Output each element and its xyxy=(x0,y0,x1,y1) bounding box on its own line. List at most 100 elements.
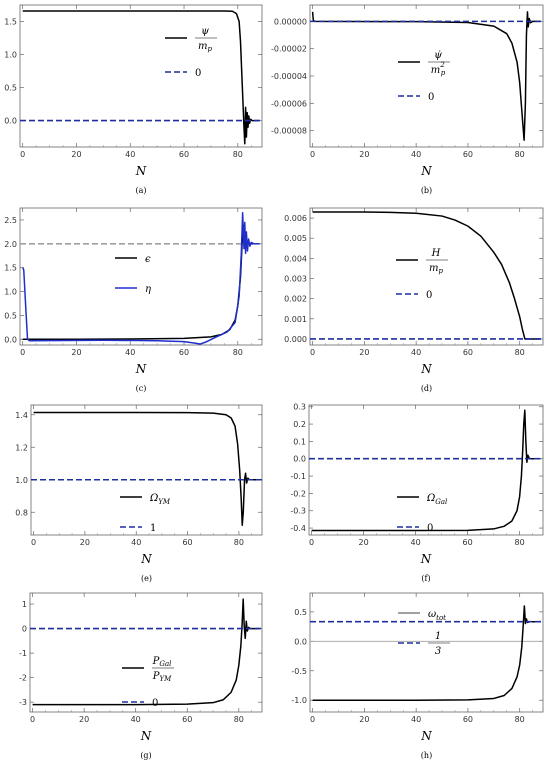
plot-frame xyxy=(309,592,544,713)
x-tick-label: 80 xyxy=(515,348,525,357)
y-tick-label: 0.001 xyxy=(284,315,307,324)
plot-frame xyxy=(309,207,544,346)
legend-label: 0 xyxy=(427,523,433,534)
legend-label: η xyxy=(145,284,151,295)
y-tick-label: 0.3 xyxy=(293,403,306,412)
panel-caption: (e) xyxy=(141,574,152,583)
x-axis-label: N xyxy=(135,164,147,178)
legend-entry: ϵ xyxy=(115,254,151,265)
y-tick-label: 0.5 xyxy=(4,311,17,320)
y-tick-label: -0.3 xyxy=(290,507,306,516)
y-tick-label: 0.0 xyxy=(294,637,307,646)
legend-label: ϵ xyxy=(145,254,151,265)
legend-label-sub: Gal xyxy=(435,498,447,506)
panel-g: 0 20 40 60 80 -3 -2 -1 0 1 N (g) PGal PYM 0 xyxy=(19,592,263,760)
legend-denominator-sub: YM xyxy=(159,675,172,683)
x-tick-label: 60 xyxy=(179,348,189,357)
plot-frame xyxy=(19,207,263,346)
y-tick-label: 1.5 xyxy=(4,18,17,27)
series-line-2 xyxy=(22,223,260,341)
x-axis-label: N xyxy=(420,164,432,178)
x-tick-label: 40 xyxy=(411,348,421,357)
x-tick-label: 20 xyxy=(71,150,81,159)
panel-caption: (f) xyxy=(421,574,430,583)
legend-entry: ψ̇m2 p xyxy=(398,50,450,77)
legend-denominator: 3 xyxy=(435,646,441,657)
legend-entry: ωtot xyxy=(398,609,446,622)
panel-caption: (d) xyxy=(421,384,432,393)
y-tick-label: -0.00006 xyxy=(271,99,307,108)
legend-denominator: mp xyxy=(198,41,212,53)
legend-denominator-sup: 2 xyxy=(439,61,445,69)
y-tick-label: 0.003 xyxy=(284,275,307,284)
x-tick-label: 20 xyxy=(359,348,369,357)
panel-caption: (c) xyxy=(136,384,147,393)
x-tick-label: 80 xyxy=(234,538,244,547)
x-tick-label: 0 xyxy=(20,348,25,357)
y-tick-label: -3 xyxy=(19,698,27,707)
legend-numerator: 1 xyxy=(435,631,441,642)
x-tick-label: 0 xyxy=(309,538,314,547)
x-tick-label: 60 xyxy=(463,348,473,357)
legend-numerator: H xyxy=(431,248,441,259)
plot-frame xyxy=(19,4,263,148)
x-tick-label: 0 xyxy=(31,538,36,547)
legend-label: 0 xyxy=(428,92,434,103)
y-tick-label: 1.4 xyxy=(15,411,28,420)
x-tick-label: 20 xyxy=(79,715,89,724)
x-tick-label: 40 xyxy=(125,348,135,357)
panel-a: 0 20 40 60 80 0.0 0.5 1.0 1.5 N (a) ψ mp 0 xyxy=(4,4,263,195)
x-tick-label: 40 xyxy=(125,150,135,159)
x-tick-label: 60 xyxy=(463,150,473,159)
legend-entry: 13 xyxy=(398,631,450,657)
y-tick-label: 1.0 xyxy=(4,51,17,60)
y-tick-label: 0.00000 xyxy=(274,17,307,26)
y-tick-label: 0.5 xyxy=(4,84,17,93)
x-tick-label: 0 xyxy=(310,715,315,724)
panel-c: 0 20 40 60 80 0.0 0.5 1.0 1.5 2.0 2.5 N (c) ϵ η xyxy=(4,207,263,393)
legend-denominator: PYM xyxy=(152,671,172,683)
legend-entry: 0 xyxy=(397,523,433,534)
x-tick-label: 20 xyxy=(359,715,369,724)
legend-entry: 0 xyxy=(396,290,432,301)
legend-label: ωtot xyxy=(428,609,446,622)
legend-entry: 0 xyxy=(122,698,158,709)
y-tick-label: 0.004 xyxy=(284,254,307,263)
y-tick-label: 0.1 xyxy=(293,437,306,446)
x-tick-label: 0 xyxy=(20,150,25,159)
x-axis-label: N xyxy=(135,362,147,376)
legend-entry: Hmp xyxy=(396,248,448,275)
panel-caption: (h) xyxy=(421,751,432,760)
y-tick-label: -0.1 xyxy=(290,472,306,481)
y-tick-label: 0.8 xyxy=(15,508,28,517)
y-tick-label: 0.0 xyxy=(293,455,306,464)
plot-frame xyxy=(29,592,263,713)
y-tick-label: 0.006 xyxy=(284,214,307,223)
legend-entry: η xyxy=(115,284,151,295)
series-line-1 xyxy=(33,411,260,526)
legend-label-sub: YM xyxy=(158,498,171,506)
legend-entry: PGal PYM xyxy=(122,656,174,683)
x-axis-label: N xyxy=(420,552,432,566)
legend-numerator: PGal xyxy=(152,656,172,668)
series-line-1 xyxy=(32,598,260,706)
panel-d: 0 20 40 60 80 0.000 0.001 0.002 0.003 0.004 0.005 0… xyxy=(284,207,544,393)
y-tick-label: 0.002 xyxy=(284,295,307,304)
x-tick-label: 80 xyxy=(233,150,243,159)
legend-numerator: ψ xyxy=(201,26,209,37)
x-tick-label: 20 xyxy=(80,538,90,547)
x-tick-label: 60 xyxy=(182,538,192,547)
legend-entry: 1 xyxy=(120,523,156,534)
legend-label: 1 xyxy=(150,523,156,534)
legend-denominator: mp xyxy=(429,263,443,275)
x-tick-label: 80 xyxy=(234,715,244,724)
legend-label-sub: tot xyxy=(436,614,446,622)
legend-label: 0 xyxy=(152,698,158,709)
x-tick-label: 0 xyxy=(30,715,35,724)
x-axis-label: N xyxy=(140,729,152,743)
x-tick-label: 80 xyxy=(233,348,243,357)
legend-denominator: m2 p xyxy=(431,61,446,77)
y-tick-label: 2.0 xyxy=(4,240,17,249)
series-line-3 xyxy=(22,212,260,345)
